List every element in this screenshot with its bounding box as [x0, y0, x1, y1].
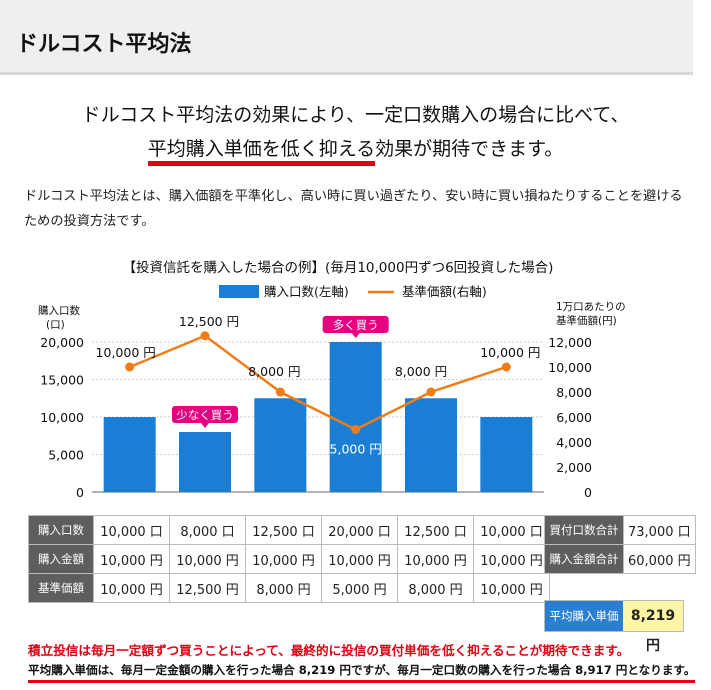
bar [405, 398, 457, 492]
right-tick-label: 0 [584, 485, 592, 500]
totals-value: 60,000 円 [623, 544, 696, 574]
table-cell: 8,000 口 [169, 515, 246, 545]
table-cell: 10,000 口 [93, 515, 170, 545]
table-cell: 8,000 円 [245, 573, 322, 603]
left-tick-label: 10,000 [40, 410, 84, 425]
page-header: ドルコスト平均法 [0, 0, 693, 75]
table-cell: 10,000 円 [169, 544, 246, 574]
table-cell: 10,000 円 [321, 544, 398, 574]
table-row: 購入金額 10,000 円 10,000 円 10,000 円 10,000 円 10,0… [28, 544, 550, 574]
right-tick-label: 12,000 [548, 335, 592, 350]
chart-container: 【投資信託を購入した場合の例】(毎月10,000円ずつ6回投資した場合) 購入口数… [0, 255, 711, 515]
right-tick-label: 8,000 [556, 385, 592, 400]
price-label: 12,500 円 [179, 314, 239, 329]
chart-title: 【投資信託を購入した場合の例】(毎月10,000円ずつ6回投資した場合) [123, 260, 554, 276]
bar [179, 432, 231, 492]
table-cell: 12,500 円 [169, 573, 246, 603]
totals-value: 73,000 口 [623, 515, 696, 545]
left-tick-label: 0 [76, 485, 84, 500]
price-point [125, 362, 135, 372]
left-tick-label: 15,000 [40, 373, 84, 388]
bar [103, 417, 156, 492]
bar [329, 342, 382, 492]
right-tick-label: 4,000 [556, 435, 592, 450]
bar [480, 417, 533, 492]
price-point [501, 362, 511, 372]
legend-bar-label: 購入口数(左軸) [264, 284, 349, 299]
price-point [351, 425, 361, 434]
table-cell: 10,000 円 [93, 544, 170, 574]
table-cell: 10,000 円 [473, 573, 550, 603]
right-axis-label: 1万口あたりの [556, 301, 626, 313]
left-axis-unit: (口) [46, 319, 65, 331]
callout-box [172, 406, 238, 423]
totals-row: 購入金額合計 60,000 円 [544, 544, 696, 574]
table-cell: 12,500 口 [245, 515, 322, 545]
price-label: 10,000 円 [96, 345, 156, 360]
table-cell: 10,000 円 [473, 544, 550, 574]
callout-pointer [351, 333, 360, 338]
table-row: 購入口数 10,000 口 8,000 口 12,500 口 20,000 口 12,50… [28, 515, 550, 545]
totals-row: 買付口数合計 73,000 口 [544, 515, 696, 545]
row-header: 基準価額 [28, 573, 94, 603]
table-cell: 10,000 円 [397, 544, 474, 574]
purchase-table: 購入口数 10,000 口 8,000 口 12,500 口 20,000 口 12,50… [28, 515, 550, 603]
price-point [200, 331, 210, 341]
legend-bar-swatch [219, 285, 259, 298]
callout-pointer [201, 423, 209, 428]
right-tick-label: 2,000 [556, 460, 592, 475]
description: ドルコスト平均法とは、購入価額を平準化し、高い時に買い過ぎたり、安い時に買い損ね… [24, 189, 683, 229]
price-label: 8,000 円 [395, 364, 447, 379]
lead-emphasis: 平均購入単価を低く抑える [148, 138, 375, 166]
note-line-2: 平均購入単価は、毎月一定金額の購入を行った場合 8,219 円ですが、毎月一定口… [28, 662, 696, 683]
price-label: 5,000 円 [330, 442, 382, 457]
left-tick-label: 5,000 [48, 448, 84, 463]
table-cell: 10,000 口 [473, 515, 550, 545]
average-price-label: 平均購入単価 [545, 601, 623, 631]
right-axis-unit: 基準価額(円) [556, 314, 617, 327]
price-point [275, 387, 285, 397]
price-line [129, 334, 507, 431]
page-title: ドルコスト平均法 [16, 32, 192, 57]
row-header: 購入口数 [28, 515, 94, 545]
row-header: 購入金額 [28, 544, 94, 574]
callout-text: 多く買う [333, 318, 379, 332]
price-point [426, 387, 436, 397]
left-axis-label: 購入口数 [38, 304, 80, 317]
table-cell: 12,500 口 [397, 515, 474, 545]
legend-line-label: 基準価額(右軸) [402, 284, 487, 299]
table-cell: 20,000 口 [321, 515, 398, 545]
price-label: 10,000 円 [480, 345, 540, 360]
table-cell: 5,000 円 [321, 573, 398, 603]
average-price-box: 平均購入単価 8,219 円 [544, 600, 684, 654]
lead-line-2: 平均購入単価を低く抑える効果が期待できます。 [0, 134, 711, 161]
table-cell: 10,000 円 [245, 544, 322, 574]
totals-label: 購入金額合計 [544, 544, 624, 574]
callout-text: 少なく買う [176, 408, 234, 422]
left-tick-label: 20,000 [40, 335, 84, 350]
totals-label: 買付口数合計 [544, 515, 624, 545]
dollar-cost-chart: 【投資信託を購入した場合の例】(毎月10,000円ずつ6回投資した場合) 購入口数… [38, 260, 626, 500]
table-cell: 10,000 円 [93, 573, 170, 603]
bar [254, 398, 307, 492]
right-tick-label: 10,000 [548, 360, 592, 375]
price-label: 8,000 円 [248, 364, 300, 379]
average-price-value: 8,219 円 [623, 601, 683, 654]
table-row: 基準価額 10,000 円 12,500 円 8,000 円 5,000 円 8,000 … [28, 573, 550, 603]
totals-table: 買付口数合計 73,000 口購入金額合計 60,000 円 [544, 515, 696, 574]
lead-line-1: ドルコスト平均法の効果により、一定口数購入の場合に比べて、 [81, 104, 630, 126]
callout-box [322, 316, 389, 333]
right-tick-label: 6,000 [556, 410, 592, 425]
lead-rest: 効果が期待できます。 [375, 138, 564, 160]
table-cell: 8,000 円 [397, 573, 474, 603]
note-line-1: 積立投信は毎月一定額ずつ買うことによって、最終的に投信の買付単価を低く抑えること… [28, 643, 630, 658]
